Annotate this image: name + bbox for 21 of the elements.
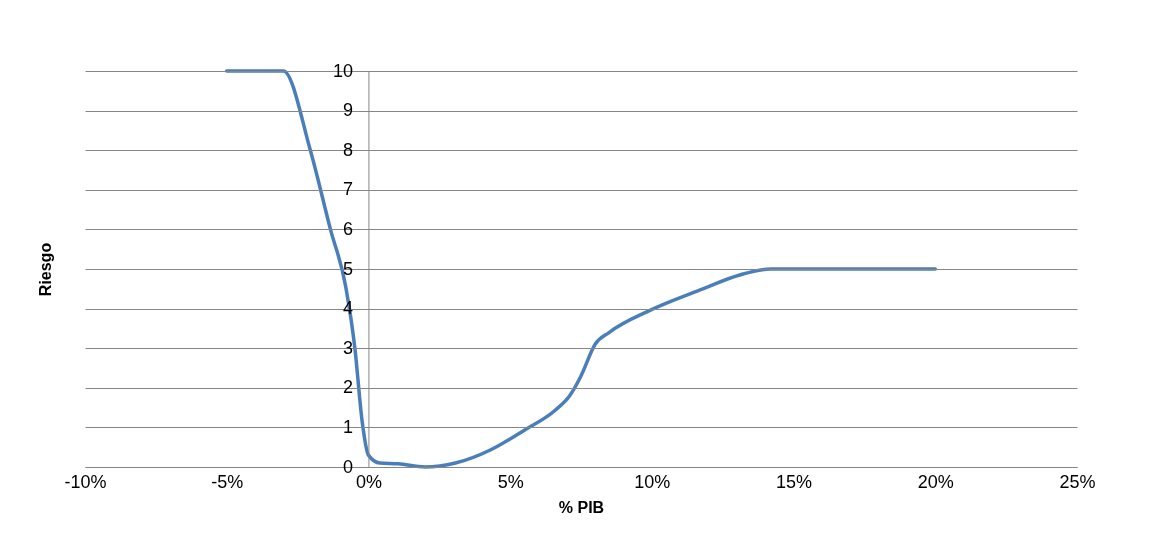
y-tick-label: 7 xyxy=(342,179,353,200)
x-tick-label: 25% xyxy=(1059,471,1096,492)
y-axis-title: Riesgo xyxy=(36,242,54,297)
x-tick-label: -5% xyxy=(211,471,244,492)
x-tick-label: 15% xyxy=(776,471,813,492)
y-tick-label: 0 xyxy=(342,456,353,477)
y-tick-label: 8 xyxy=(342,139,353,160)
y-tick-label: 3 xyxy=(342,337,353,358)
y-tick-label: 9 xyxy=(342,100,353,121)
x-tick-label: 20% xyxy=(917,471,954,492)
x-axis-title: % PIB xyxy=(558,498,605,516)
y-tick-label: 5 xyxy=(342,258,353,279)
y-tick-label: 2 xyxy=(342,377,353,398)
y-tick-label: 10 xyxy=(332,60,353,81)
y-tick-label: 1 xyxy=(342,416,353,437)
x-tick-label: 10% xyxy=(634,471,671,492)
x-tick-label: 5% xyxy=(497,471,524,492)
y-tick-label: 6 xyxy=(342,218,353,239)
x-tick-label: 0% xyxy=(355,471,382,492)
x-tick-label: -10% xyxy=(64,471,107,492)
y-tick-label: 4 xyxy=(342,298,353,319)
